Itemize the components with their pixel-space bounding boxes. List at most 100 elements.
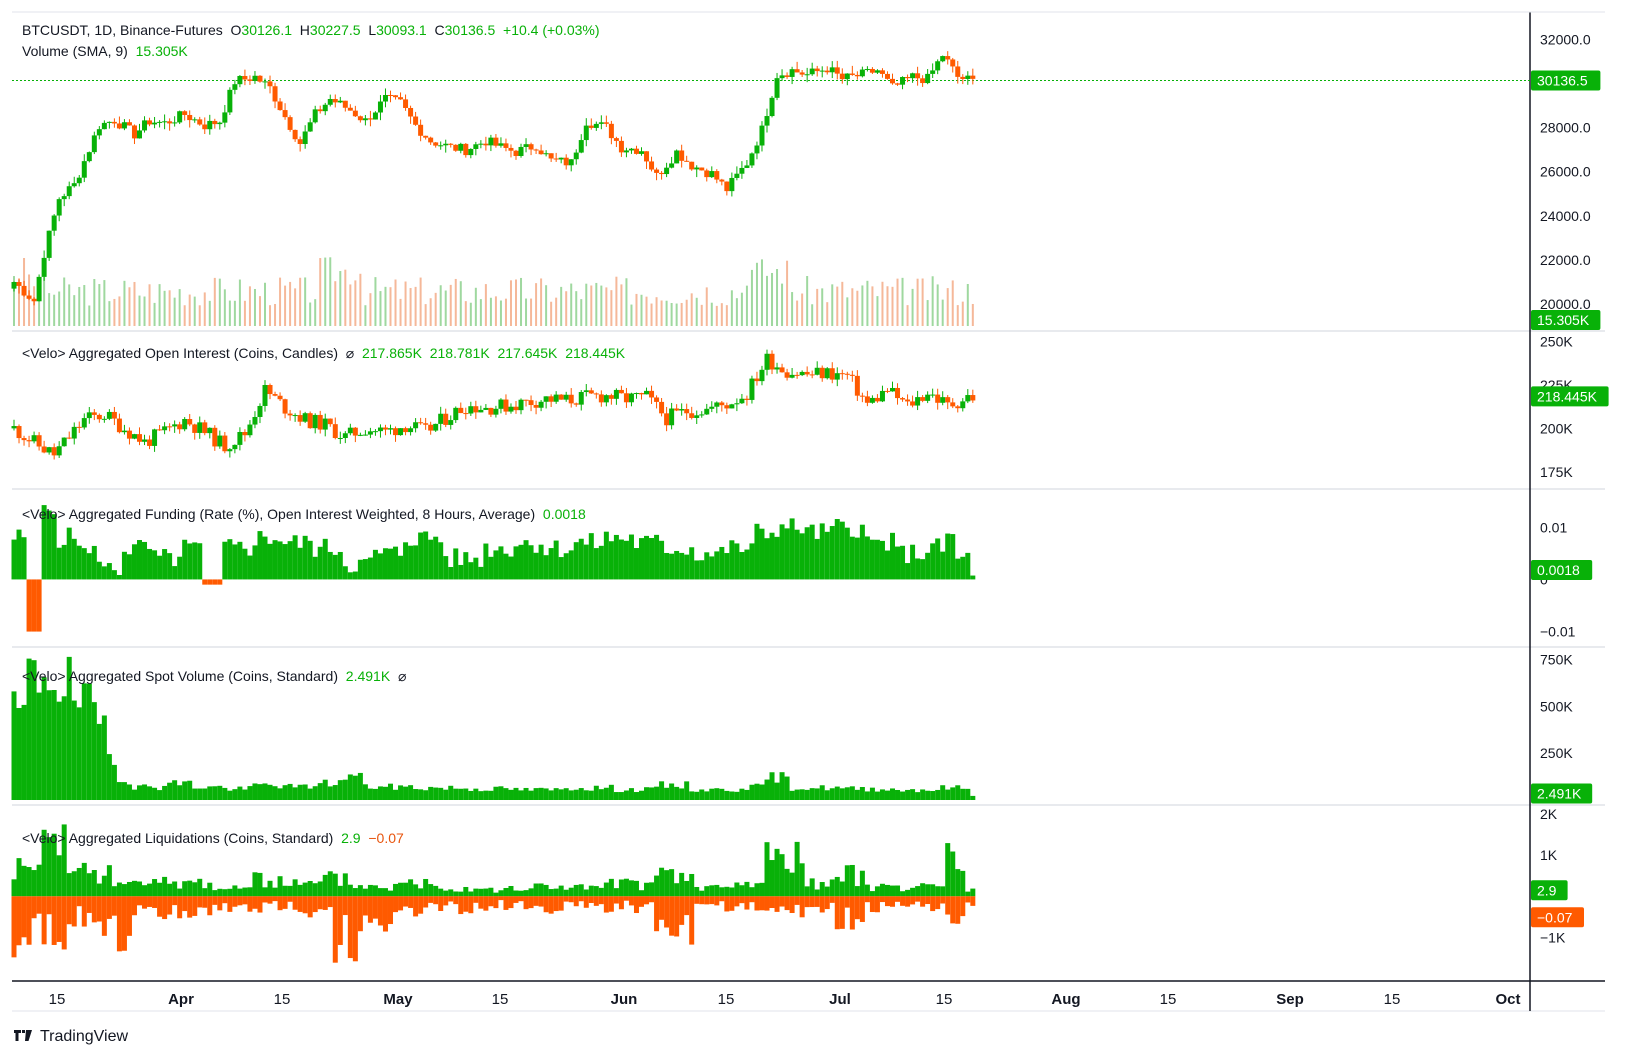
spot-volume-bar: [644, 787, 650, 800]
liq-short-bar: [167, 896, 173, 915]
liq-short-bar: [659, 896, 665, 920]
funding-bar: [152, 550, 158, 580]
oi-candle: [187, 419, 193, 425]
volume-bar: [379, 291, 382, 326]
volume-bar: [213, 277, 216, 326]
volume-bar: [831, 284, 834, 326]
price-candle: [523, 144, 529, 147]
oi-candle: [890, 387, 895, 392]
volume-bar: [18, 279, 21, 326]
time-tick-label: 15: [274, 991, 291, 1008]
price-candle: [493, 137, 499, 146]
funding-title[interactable]: <Velo> Aggregated Funding (Rate (%), Ope…: [22, 506, 536, 522]
volume-bar: [489, 297, 492, 326]
volume-bar: [63, 277, 66, 326]
funding-bar: [593, 548, 599, 580]
funding-bar: [162, 549, 168, 580]
liq-short-bar: [890, 896, 895, 907]
funding-bar: [679, 552, 685, 580]
funding-bar: [804, 527, 810, 580]
oi-candle: [116, 418, 122, 433]
oi-candle: [96, 414, 102, 420]
funding-bar: [814, 538, 820, 580]
time-tick-label: Apr: [168, 991, 194, 1008]
spot-value: 2.491K: [345, 668, 391, 684]
liq-short-bar: [453, 896, 459, 905]
funding-bar: [76, 545, 82, 580]
oi-candle: [649, 390, 655, 398]
liq-short-bar: [398, 896, 404, 911]
funding-bar: [744, 549, 750, 580]
spot-volume-bar: [377, 786, 383, 800]
funding-bar: [503, 553, 509, 580]
volume-bar: [218, 278, 221, 326]
funding-bar: [458, 564, 464, 580]
time-tick-label: 15: [1384, 991, 1401, 1008]
tradingview-footer[interactable]: TradingView: [12, 1028, 128, 1046]
price-candle: [137, 130, 142, 139]
funding-bar: [965, 552, 971, 580]
volume-title[interactable]: Volume (SMA, 9): [22, 43, 128, 59]
oi-candle: [111, 411, 117, 419]
spot-volume-bar: [71, 700, 77, 800]
liq-long-bar: [21, 865, 27, 897]
liq-long-bar: [66, 873, 72, 897]
oi-candle: [518, 399, 524, 411]
liq-short-bar: [388, 896, 393, 925]
spot-volume-bar: [729, 791, 735, 800]
price-candle: [322, 104, 328, 112]
liq-short-bar: [724, 896, 730, 912]
price-candle: [920, 78, 926, 84]
liq-long-bar: [588, 885, 594, 897]
spot-volume-bar: [819, 785, 825, 800]
funding-bar: [302, 535, 308, 580]
spot-volume-bar: [237, 786, 243, 800]
spot-volume-bar: [910, 789, 916, 800]
volume-bar: [961, 301, 964, 326]
volume-bar: [409, 288, 412, 326]
volume-bar: [344, 269, 347, 326]
liq-long-bar: [51, 833, 57, 897]
price-candle: [352, 110, 358, 117]
oi-symbol-icon[interactable]: ⌀: [345, 345, 355, 361]
spot-title[interactable]: <Velo> Aggregated Spot Volume (Coins, St…: [22, 668, 338, 684]
volume-bar: [58, 291, 61, 326]
funding-bar: [172, 566, 178, 580]
price-candle: [699, 167, 705, 171]
volume-bar: [881, 281, 884, 326]
funding-bar: [337, 551, 343, 580]
price-candle: [628, 148, 634, 151]
volume-bar: [891, 286, 894, 326]
oi-candle: [237, 432, 243, 445]
symbol-label[interactable]: BTCUSDT, 1D, Binance-Futures: [22, 22, 223, 38]
price-candle: [126, 122, 132, 126]
oi-candle: [448, 420, 454, 425]
volume-bar: [966, 284, 969, 326]
oi-candle: [157, 429, 163, 431]
spot-volume-bar: [689, 791, 695, 800]
liq-long-bar: [182, 881, 188, 897]
funding-bar: [121, 551, 127, 580]
funding-bar: [649, 538, 655, 580]
oi-candle: [664, 413, 670, 426]
liq-legend: <Velo> Aggregated Liquidations (Coins, S…: [22, 830, 404, 846]
liq-short-bar: [56, 896, 62, 942]
oi-candle: [734, 403, 740, 405]
price-candle: [528, 144, 534, 150]
volume-bar: [535, 283, 538, 326]
oi-candle: [849, 374, 855, 376]
oi-candle: [895, 387, 901, 399]
spot-volume-bar: [36, 692, 42, 800]
volume-bar: [625, 278, 628, 326]
liq-title[interactable]: <Velo> Aggregated Liquidations (Coins, S…: [22, 830, 334, 846]
volume-bar: [530, 298, 533, 326]
spot-symbol-icon[interactable]: ⌀: [397, 668, 407, 684]
oi-candle: [864, 396, 870, 403]
oi-title[interactable]: <Velo> Aggregated Open Interest (Coins, …: [22, 345, 338, 361]
spot-volume-bar: [583, 790, 589, 800]
funding-bar: [945, 533, 951, 580]
spot-volume-bar: [488, 790, 494, 800]
price-candle: [854, 74, 860, 77]
spot-volume-bar: [111, 764, 117, 800]
